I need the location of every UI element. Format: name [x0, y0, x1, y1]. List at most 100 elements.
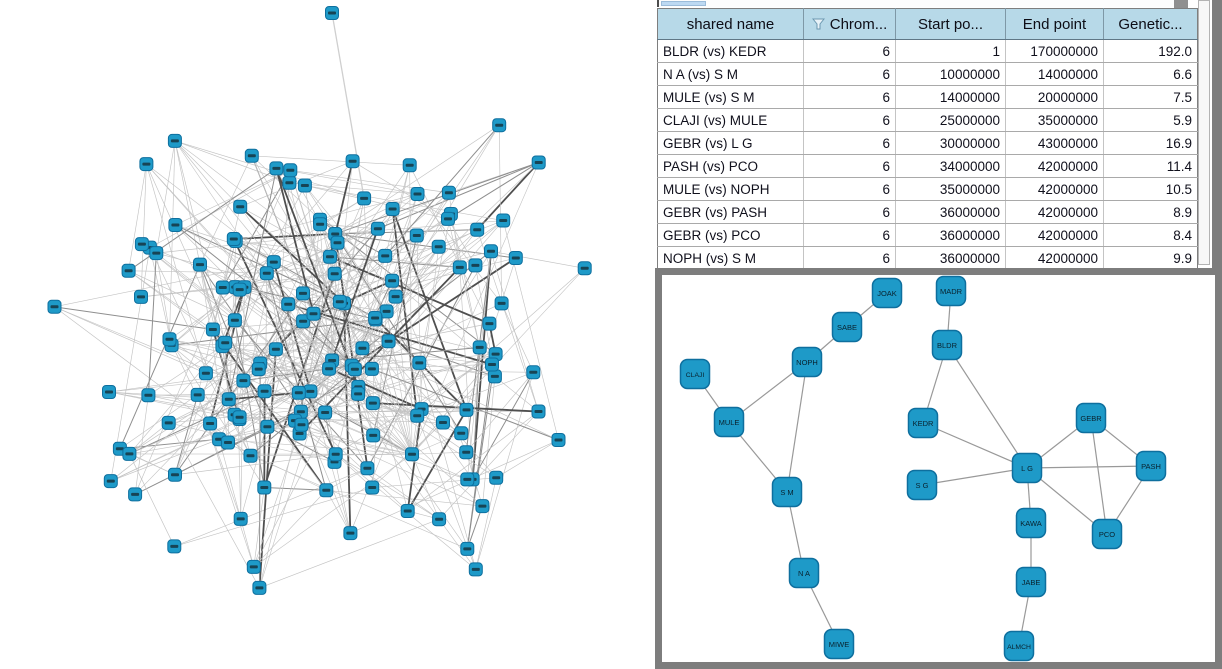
overview-node[interactable] [379, 304, 394, 319]
overview-node[interactable] [252, 580, 267, 595]
table-row[interactable]: MULE (vs) S M 6 14000000 20000000 7.5 [657, 85, 1198, 109]
overview-node[interactable] [257, 480, 272, 495]
overview-node[interactable] [526, 365, 541, 380]
overview-node[interactable] [232, 282, 247, 297]
overview-node[interactable] [168, 467, 182, 482]
overview-node[interactable] [368, 311, 383, 325]
overview-node[interactable] [388, 289, 403, 304]
overview-node[interactable] [283, 163, 298, 178]
overview-node[interactable] [149, 246, 164, 261]
overview-node[interactable] [378, 248, 393, 263]
detail-node-miwe[interactable]: MIWE [823, 628, 855, 660]
overview-node[interactable] [167, 133, 182, 148]
overview-node[interactable] [531, 404, 546, 419]
overview-node[interactable] [355, 341, 370, 356]
overview-node[interactable] [366, 428, 381, 443]
overview-node[interactable] [167, 539, 182, 554]
overview-node[interactable] [343, 526, 358, 541]
overview-node[interactable] [409, 228, 424, 243]
overview-node[interactable] [351, 386, 366, 401]
overview-node[interactable] [484, 244, 498, 259]
overview-node[interactable] [405, 447, 419, 462]
table-horizontal-scrollbar[interactable] [657, 0, 1190, 7]
overview-node[interactable] [251, 362, 266, 377]
detail-node-madr[interactable]: MADR [935, 275, 967, 307]
overview-node[interactable] [327, 266, 342, 281]
overview-node[interactable] [190, 387, 205, 402]
overview-node[interactable] [460, 541, 475, 556]
detail-node-s-g[interactable]: S G [906, 469, 938, 501]
overview-node[interactable] [441, 211, 455, 226]
table-row[interactable]: BLDR (vs) KEDR 6 1 170000000 192.0 [657, 39, 1198, 63]
overview-node[interactable] [134, 289, 148, 304]
detail-network-canvas[interactable]: JOAK MADR SABE BLDR NOPH CLAJI MULE KEDR GEBR L G… [662, 275, 1215, 662]
overview-node[interactable] [488, 347, 503, 362]
overview-node[interactable] [472, 340, 487, 355]
detail-node-noph[interactable]: NOPH [791, 346, 823, 378]
overview-node[interactable] [360, 461, 375, 476]
overview-node[interactable] [282, 175, 297, 190]
overview-node[interactable] [325, 6, 339, 20]
overview-node[interactable] [385, 202, 400, 216]
detail-node-pco[interactable]: PCO [1091, 518, 1123, 550]
overview-node[interactable] [246, 559, 261, 574]
overview-node[interactable] [410, 408, 425, 423]
overview-node[interactable] [475, 499, 490, 514]
overview-node[interactable] [365, 396, 380, 411]
overview-node[interactable] [328, 447, 343, 462]
overview-node[interactable] [468, 562, 483, 577]
overview-node[interactable] [400, 504, 415, 518]
overview-node[interactable] [198, 366, 213, 381]
table-row[interactable]: N A (vs) S M 6 10000000 14000000 6.6 [657, 62, 1198, 86]
overview-node[interactable] [436, 415, 450, 430]
overview-node[interactable] [318, 405, 333, 420]
overview-node[interactable] [232, 410, 247, 425]
overview-node[interactable] [482, 316, 497, 331]
table-row[interactable]: GEBR (vs) PASH 6 36000000 42000000 8.9 [657, 200, 1198, 224]
overview-node[interactable] [205, 322, 220, 337]
overview-node[interactable] [260, 419, 275, 434]
overview-node[interactable] [496, 213, 511, 228]
scrollbar-thumb[interactable] [661, 1, 706, 6]
detail-node-bldr[interactable]: BLDR [931, 329, 963, 361]
overview-node[interactable] [168, 218, 183, 232]
overview-node[interactable] [410, 187, 425, 201]
overview-node[interactable] [122, 446, 137, 461]
detail-node-jabe[interactable]: JABE [1015, 566, 1047, 598]
overview-node[interactable] [365, 480, 380, 495]
overview-node[interactable] [460, 472, 475, 487]
overview-node[interactable] [296, 314, 311, 329]
overview-node[interactable] [345, 154, 360, 169]
detail-node-s-m[interactable]: S M [771, 476, 803, 508]
overview-node[interactable] [102, 385, 116, 399]
overview-node[interactable] [323, 249, 337, 264]
overview-node[interactable] [370, 221, 385, 236]
overview-node[interactable] [441, 185, 456, 200]
overview-node[interactable] [259, 266, 274, 281]
column-header-shared-name[interactable]: shared name [657, 8, 804, 40]
overview-node[interactable] [487, 369, 502, 384]
overview-node[interactable] [266, 255, 281, 270]
overview-node[interactable] [364, 361, 379, 376]
overview-node[interactable] [459, 402, 474, 417]
overview-node[interactable] [432, 512, 447, 527]
overview-node[interactable] [385, 273, 400, 288]
overview-node[interactable] [431, 239, 446, 254]
column-header-genetic[interactable]: Genetic... [1103, 8, 1198, 40]
detail-node-claji[interactable]: CLAJI [679, 358, 711, 390]
overview-node[interactable] [291, 385, 306, 400]
detail-node-kedr[interactable]: KEDR [907, 407, 939, 439]
column-header-chromosome[interactable]: Chrom... [803, 8, 896, 40]
overview-node[interactable] [489, 470, 504, 485]
overview-node[interactable] [281, 297, 296, 312]
column-header-start-position[interactable]: Start po... [895, 8, 1006, 40]
table-row[interactable]: MULE (vs) NOPH 6 35000000 42000000 10.5 [657, 177, 1198, 201]
detail-node-pash[interactable]: PASH [1135, 450, 1167, 482]
detail-node-gebr[interactable]: GEBR [1075, 402, 1107, 434]
overview-node[interactable] [141, 388, 156, 403]
overview-node[interactable] [203, 416, 218, 431]
overview-node[interactable] [221, 435, 235, 450]
overview-node[interactable] [296, 286, 310, 301]
overview-node[interactable] [494, 296, 509, 311]
overview-node[interactable] [508, 251, 523, 265]
